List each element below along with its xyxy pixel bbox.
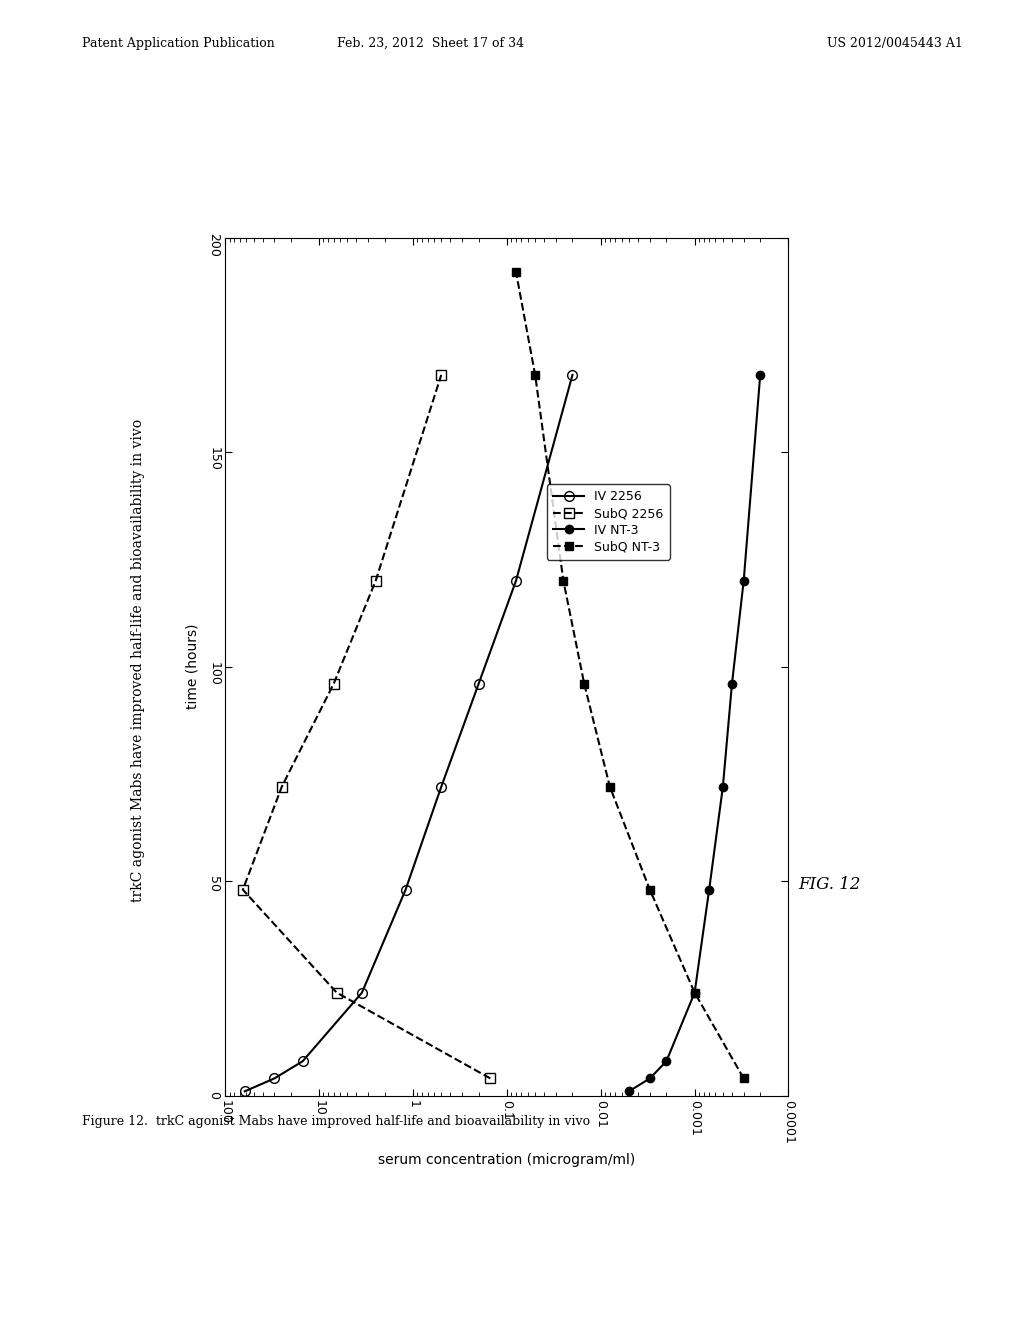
SubQ NT-3 <box>510 264 522 280</box>
IV 2256 <box>355 985 368 1001</box>
Text: FIG. 12: FIG. 12 <box>799 876 861 892</box>
IV NT-3 <box>717 779 729 795</box>
Line: SubQ 2256: SubQ 2256 <box>238 370 496 1084</box>
IV NT-3 <box>660 1053 673 1069</box>
Text: Figure 12.  trkC agonist Mabs have improved half-life and bioavailability in viv: Figure 12. trkC agonist Mabs have improv… <box>82 1115 590 1129</box>
Legend: IV 2256, SubQ 2256, IV NT-3, SubQ NT-3: IV 2256, SubQ 2256, IV NT-3, SubQ NT-3 <box>547 484 670 560</box>
SubQ NT-3 <box>737 1071 750 1086</box>
IV NT-3 <box>623 1084 635 1100</box>
IV NT-3 <box>737 573 750 589</box>
Line: SubQ NT-3: SubQ NT-3 <box>512 268 748 1082</box>
Text: Patent Application Publication: Patent Application Publication <box>82 37 274 50</box>
IV NT-3 <box>644 1071 656 1086</box>
IV 2256 <box>566 367 579 383</box>
SubQ 2256 <box>275 779 288 795</box>
IV NT-3 <box>726 676 738 692</box>
SubQ 2256 <box>328 676 340 692</box>
IV 2256 <box>510 573 522 589</box>
Y-axis label: time (hours): time (hours) <box>185 624 199 709</box>
Line: IV 2256: IV 2256 <box>240 370 578 1096</box>
IV NT-3 <box>754 367 766 383</box>
SubQ 2256 <box>237 882 249 898</box>
IV 2256 <box>239 1084 251 1100</box>
SubQ NT-3 <box>688 985 700 1001</box>
SubQ NT-3 <box>529 367 542 383</box>
SubQ 2256 <box>331 985 343 1001</box>
IV 2256 <box>268 1071 281 1086</box>
SubQ 2256 <box>370 573 382 589</box>
SubQ 2256 <box>484 1071 497 1086</box>
SubQ NT-3 <box>644 882 656 898</box>
Line: IV NT-3: IV NT-3 <box>625 371 764 1096</box>
SubQ NT-3 <box>604 779 616 795</box>
IV 2256 <box>399 882 412 898</box>
Text: trkC agonist Mabs have improved half-life and bioavailability in vivo: trkC agonist Mabs have improved half-lif… <box>131 418 145 902</box>
IV 2256 <box>472 676 484 692</box>
SubQ NT-3 <box>579 676 591 692</box>
IV 2256 <box>435 779 447 795</box>
SubQ NT-3 <box>557 573 569 589</box>
Text: US 2012/0045443 A1: US 2012/0045443 A1 <box>826 37 963 50</box>
SubQ 2256 <box>435 367 447 383</box>
IV NT-3 <box>688 985 700 1001</box>
IV 2256 <box>297 1053 309 1069</box>
Text: Feb. 23, 2012  Sheet 17 of 34: Feb. 23, 2012 Sheet 17 of 34 <box>337 37 523 50</box>
X-axis label: serum concentration (microgram/ml): serum concentration (microgram/ml) <box>378 1152 636 1167</box>
IV NT-3 <box>703 882 716 898</box>
